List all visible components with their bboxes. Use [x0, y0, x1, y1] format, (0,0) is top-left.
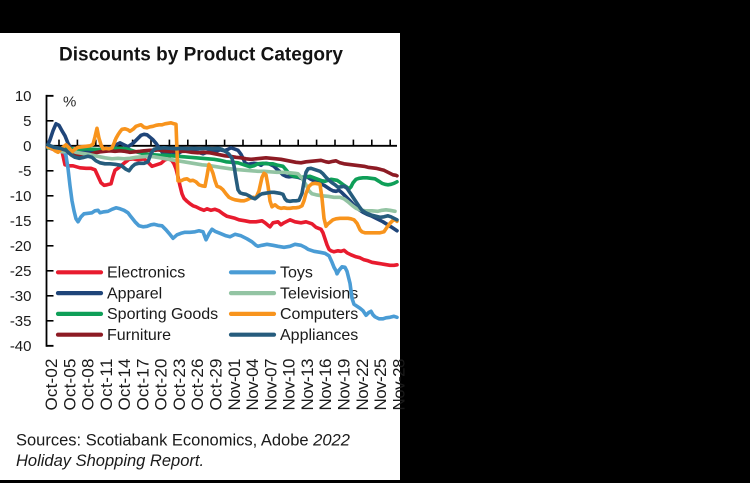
- svg-text:0: 0: [23, 138, 31, 155]
- svg-text:Nov-28: Nov-28: [389, 359, 408, 411]
- svg-text:Nov-13: Nov-13: [298, 359, 317, 411]
- svg-text:Nov-22: Nov-22: [353, 359, 372, 411]
- svg-text:-35: -35: [10, 313, 32, 330]
- svg-text:Nov-01: Nov-01: [225, 359, 244, 411]
- svg-text:-10: -10: [10, 188, 32, 205]
- svg-text:Oct-17: Oct-17: [133, 359, 152, 411]
- svg-text:Oct-23: Oct-23: [170, 359, 189, 411]
- svg-text:Electronics: Electronics: [107, 265, 185, 282]
- svg-text:Nov-19: Nov-19: [335, 359, 354, 411]
- svg-text:Appliances: Appliances: [280, 327, 358, 344]
- svg-text:-40: -40: [10, 338, 32, 355]
- svg-text:Holiday Shopping Report.: Holiday Shopping Report.: [16, 452, 204, 470]
- svg-text:5: 5: [23, 113, 31, 130]
- svg-text:Oct-11: Oct-11: [97, 359, 116, 411]
- svg-text:Furniture: Furniture: [107, 327, 171, 344]
- svg-text:Nov-07: Nov-07: [261, 359, 280, 411]
- svg-text:10: 10: [15, 88, 32, 105]
- svg-text:Nov-25: Nov-25: [371, 359, 390, 411]
- svg-text:-15: -15: [10, 213, 32, 230]
- svg-text:Oct-05: Oct-05: [60, 359, 79, 411]
- svg-text:Sporting Goods: Sporting Goods: [107, 306, 218, 323]
- svg-text:Oct-02: Oct-02: [42, 359, 61, 411]
- svg-text:Discounts by Product Category: Discounts by Product Category: [59, 45, 343, 66]
- svg-text:Oct-29: Oct-29: [207, 359, 226, 411]
- svg-text:Computers: Computers: [280, 306, 358, 323]
- svg-text:-20: -20: [10, 238, 32, 255]
- svg-text:Oct-20: Oct-20: [152, 359, 171, 411]
- svg-text:Oct-26: Oct-26: [188, 359, 207, 411]
- svg-text:-5: -5: [18, 163, 31, 180]
- svg-text:%: %: [63, 94, 76, 111]
- svg-text:Apparel: Apparel: [107, 285, 162, 302]
- svg-text:Nov-10: Nov-10: [280, 359, 299, 411]
- svg-text:-30: -30: [10, 288, 32, 305]
- svg-text:Nov-16: Nov-16: [316, 359, 335, 411]
- svg-text:Toys: Toys: [280, 265, 313, 282]
- svg-text:Nov-04: Nov-04: [243, 359, 262, 411]
- svg-text:Televisions: Televisions: [280, 285, 358, 302]
- svg-text:Oct-14: Oct-14: [115, 359, 134, 411]
- svg-text:-25: -25: [10, 263, 32, 280]
- svg-text:Sources: Scotiabank Economics,: Sources: Scotiabank Economics, Adobe 202…: [16, 432, 350, 450]
- svg-text:Oct-08: Oct-08: [79, 359, 98, 411]
